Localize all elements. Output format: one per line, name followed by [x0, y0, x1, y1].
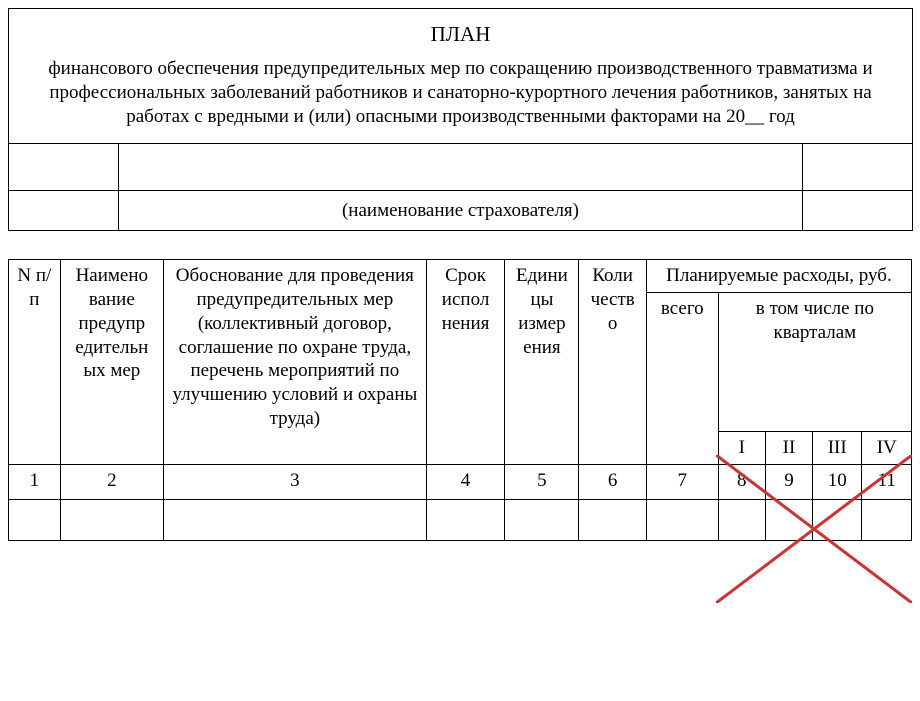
cell	[426, 499, 505, 540]
data-table-wrap: N п/п Наимено вание предупр едительн ых …	[8, 259, 912, 541]
colnum: 7	[646, 464, 718, 499]
cell	[765, 499, 812, 540]
table-header-row: N п/п Наимено вание предупр едительн ых …	[9, 260, 912, 293]
colnum: 11	[862, 464, 912, 499]
cell	[163, 499, 426, 540]
blank-cell	[9, 143, 119, 190]
insurer-row: (наименование страхователя)	[9, 190, 913, 231]
col-npp: N п/п	[9, 260, 61, 465]
colnum: 4	[426, 464, 505, 499]
colnum: 6	[579, 464, 646, 499]
cell	[505, 499, 579, 540]
blank-row	[9, 143, 913, 190]
colnum: 3	[163, 464, 426, 499]
cell	[60, 499, 163, 540]
colnum: 9	[765, 464, 812, 499]
col-q2: II	[765, 432, 812, 465]
col-q3: III	[813, 432, 862, 465]
header-table: ПЛАН финансового обеспечения предупредит…	[8, 8, 913, 231]
col-q4: IV	[862, 432, 912, 465]
cell	[862, 499, 912, 540]
col-expenses-group: Планируемые расходы, руб.	[646, 260, 911, 293]
col-total: всего	[646, 293, 718, 465]
colnum: 1	[9, 464, 61, 499]
cell	[9, 499, 61, 540]
col-units: Едини цы измер ения	[505, 260, 579, 465]
cell	[646, 499, 718, 540]
col-quarters-group: в том числе по кварталам	[718, 293, 911, 432]
blank-cell	[9, 190, 119, 231]
cell	[718, 499, 765, 540]
colnum: 10	[813, 464, 862, 499]
col-q1: I	[718, 432, 765, 465]
col-term: Срок испол нения	[426, 260, 505, 465]
blank-cell	[803, 143, 913, 190]
title-cell: ПЛАН финансового обеспечения предупредит…	[9, 9, 913, 144]
colnum: 2	[60, 464, 163, 499]
cell	[813, 499, 862, 540]
col-qty: Коли честв о	[579, 260, 646, 465]
blank-cell	[119, 143, 803, 190]
title-sub: финансового обеспечения предупредительны…	[39, 57, 882, 128]
data-table: N п/п Наимено вание предупр едительн ых …	[8, 259, 912, 541]
insurer-label: (наименование страхователя)	[119, 190, 803, 231]
col-basis: Обоснование для проведения предупредител…	[163, 260, 426, 465]
colnum: 5	[505, 464, 579, 499]
colnum: 8	[718, 464, 765, 499]
table-number-row: 1 2 3 4 5 6 7 8 9 10 11	[9, 464, 912, 499]
title-main: ПЛАН	[39, 21, 882, 47]
table-row	[9, 499, 912, 540]
col-name: Наимено вание предупр едительн ых мер	[60, 260, 163, 465]
blank-cell	[803, 190, 913, 231]
cell	[579, 499, 646, 540]
